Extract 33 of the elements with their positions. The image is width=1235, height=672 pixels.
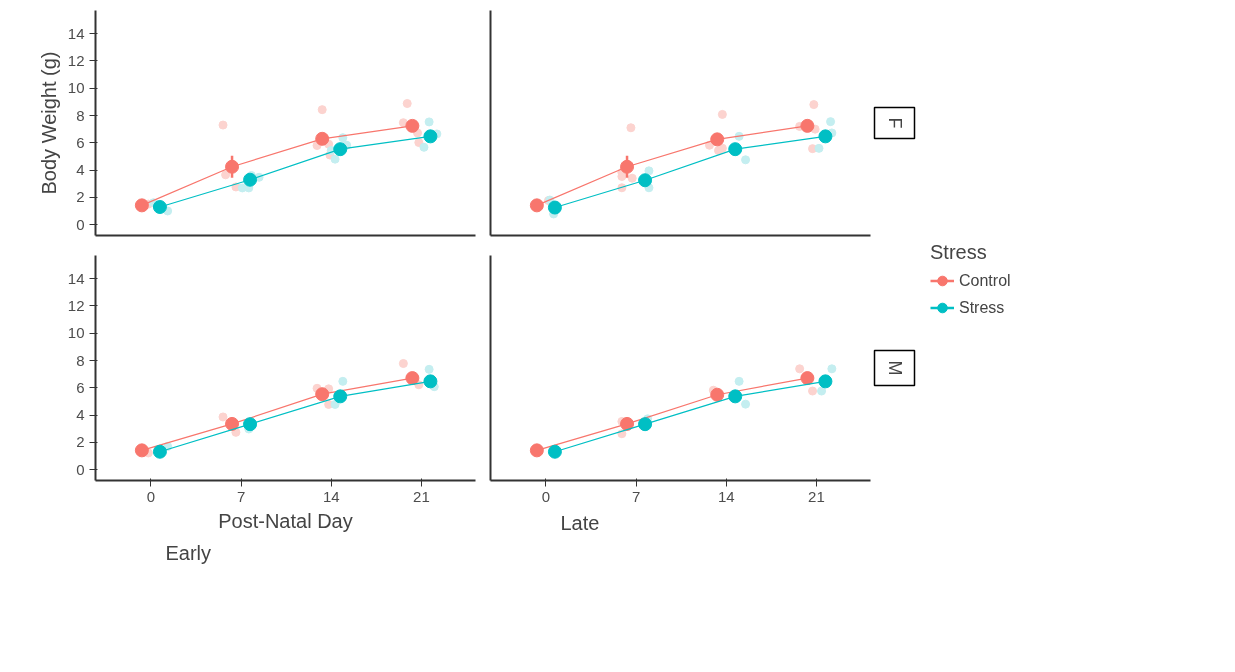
y-tick-label: 0 xyxy=(76,460,85,478)
y-tick-label: 2 xyxy=(76,433,85,451)
legend-title: Stress xyxy=(930,240,988,264)
y-tick-label: 2 xyxy=(76,188,85,206)
x-tick-label: 7 xyxy=(236,487,246,505)
x-tick-label: 21 xyxy=(808,487,825,505)
x-axis-title: Post-Natal Day xyxy=(218,509,353,532)
x-tick-label: 0 xyxy=(146,487,156,505)
y-tick-label: 8 xyxy=(76,351,85,369)
text: Late xyxy=(560,511,600,534)
x-tick-label: 14 xyxy=(717,487,735,505)
legend-label: Stress xyxy=(959,298,1005,317)
y-tick-label: 10 xyxy=(67,324,85,342)
y-tick-label: 6 xyxy=(76,133,85,151)
x-tick-label: 7 xyxy=(631,487,641,505)
y2-axis-title: F xyxy=(884,117,905,129)
y-tick-label: 10 xyxy=(67,79,85,97)
y-tick-label: 6 xyxy=(76,378,85,396)
y2-axis-title: M xyxy=(884,360,905,376)
text: Early xyxy=(165,541,212,564)
y-tick-label: 14 xyxy=(67,24,85,42)
y-tick-label: 4 xyxy=(76,406,85,424)
y-axis-title: Body Weight (g) xyxy=(37,51,60,195)
legend-label: Control xyxy=(959,271,1011,290)
y-tick-label: 0 xyxy=(76,215,85,233)
x-tick-label: 0 xyxy=(541,487,551,505)
y-tick-label: 8 xyxy=(76,106,85,124)
y-tick-label: 12 xyxy=(67,296,85,314)
y-tick-label: 12 xyxy=(67,51,85,69)
y-tick-label: 4 xyxy=(76,161,85,179)
x-tick-label: 14 xyxy=(322,487,340,505)
y-tick-label: 14 xyxy=(67,269,85,287)
x-tick-label: 21 xyxy=(413,487,430,505)
